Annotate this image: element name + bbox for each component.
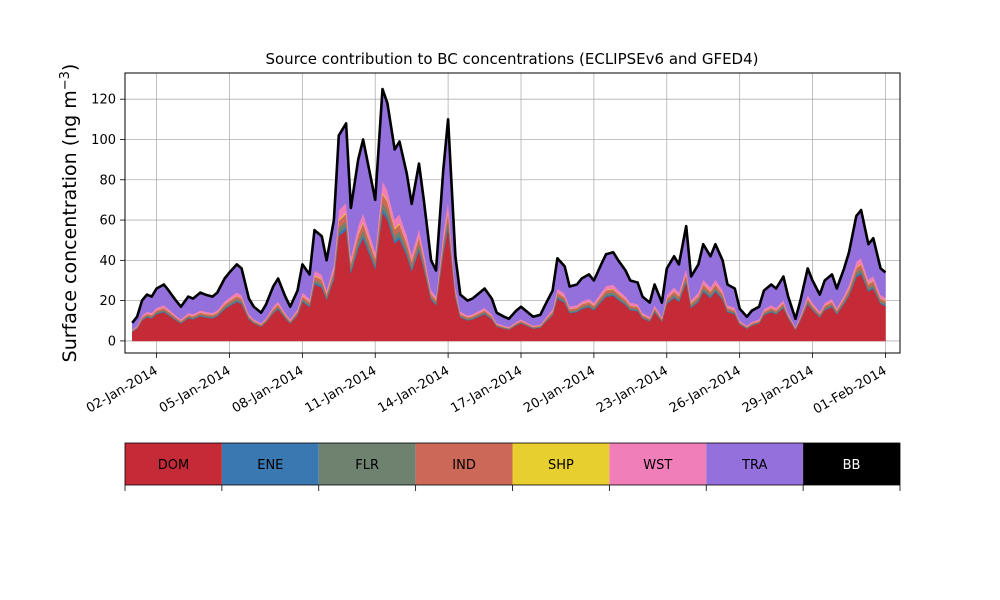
legend-swatch-ind	[415, 443, 513, 485]
legend-label-dom: DOM	[158, 458, 189, 473]
plot-frame	[124, 72, 901, 354]
y-axis-label-main: Surface concentration (ng m	[59, 90, 81, 362]
legend-swatch-tra	[706, 443, 804, 485]
legend-label-shp: SHP	[548, 458, 574, 473]
legend-label-wst: WST	[643, 458, 672, 473]
y-axis: 0 20 40 60 80 100 120	[91, 93, 125, 349]
legend-label-tra: TRA	[741, 458, 767, 473]
legend: DOM ENE FLR IND SHP WST TRA BB	[124, 442, 901, 491]
legend-label-bb: BB	[843, 458, 861, 473]
legend-swatch-ene	[221, 443, 319, 485]
y-tick-label: 100	[91, 133, 116, 148]
legend-label-flr: FLR	[355, 458, 379, 473]
y-tick-label: 20	[99, 294, 116, 309]
legend-swatch-wst	[609, 443, 707, 485]
legend-swatch-dom	[125, 443, 222, 485]
legend-label-ind: IND	[452, 458, 476, 473]
y-tick-label: 120	[91, 93, 116, 108]
chart-title: Source contribution to BC concentrations…	[265, 50, 758, 68]
y-tick-label: 0	[108, 334, 116, 349]
legend-label-ene: ENE	[257, 458, 283, 473]
stacked-areas	[131, 87, 887, 342]
total-outline	[131, 87, 887, 324]
y-tick-label: 40	[99, 254, 116, 269]
legend-swatch-bb	[803, 443, 900, 485]
y-axis-label-exponent: −3	[58, 71, 73, 90]
y-axis-label-close: )	[59, 64, 81, 71]
y-tick-label: 60	[99, 214, 116, 229]
legend-swatch-shp	[512, 443, 610, 485]
y-tick-label: 80	[99, 173, 116, 188]
y-axis-label: Surface concentration (ng m−3)	[58, 64, 81, 363]
legend-swatch-flr	[318, 443, 416, 485]
